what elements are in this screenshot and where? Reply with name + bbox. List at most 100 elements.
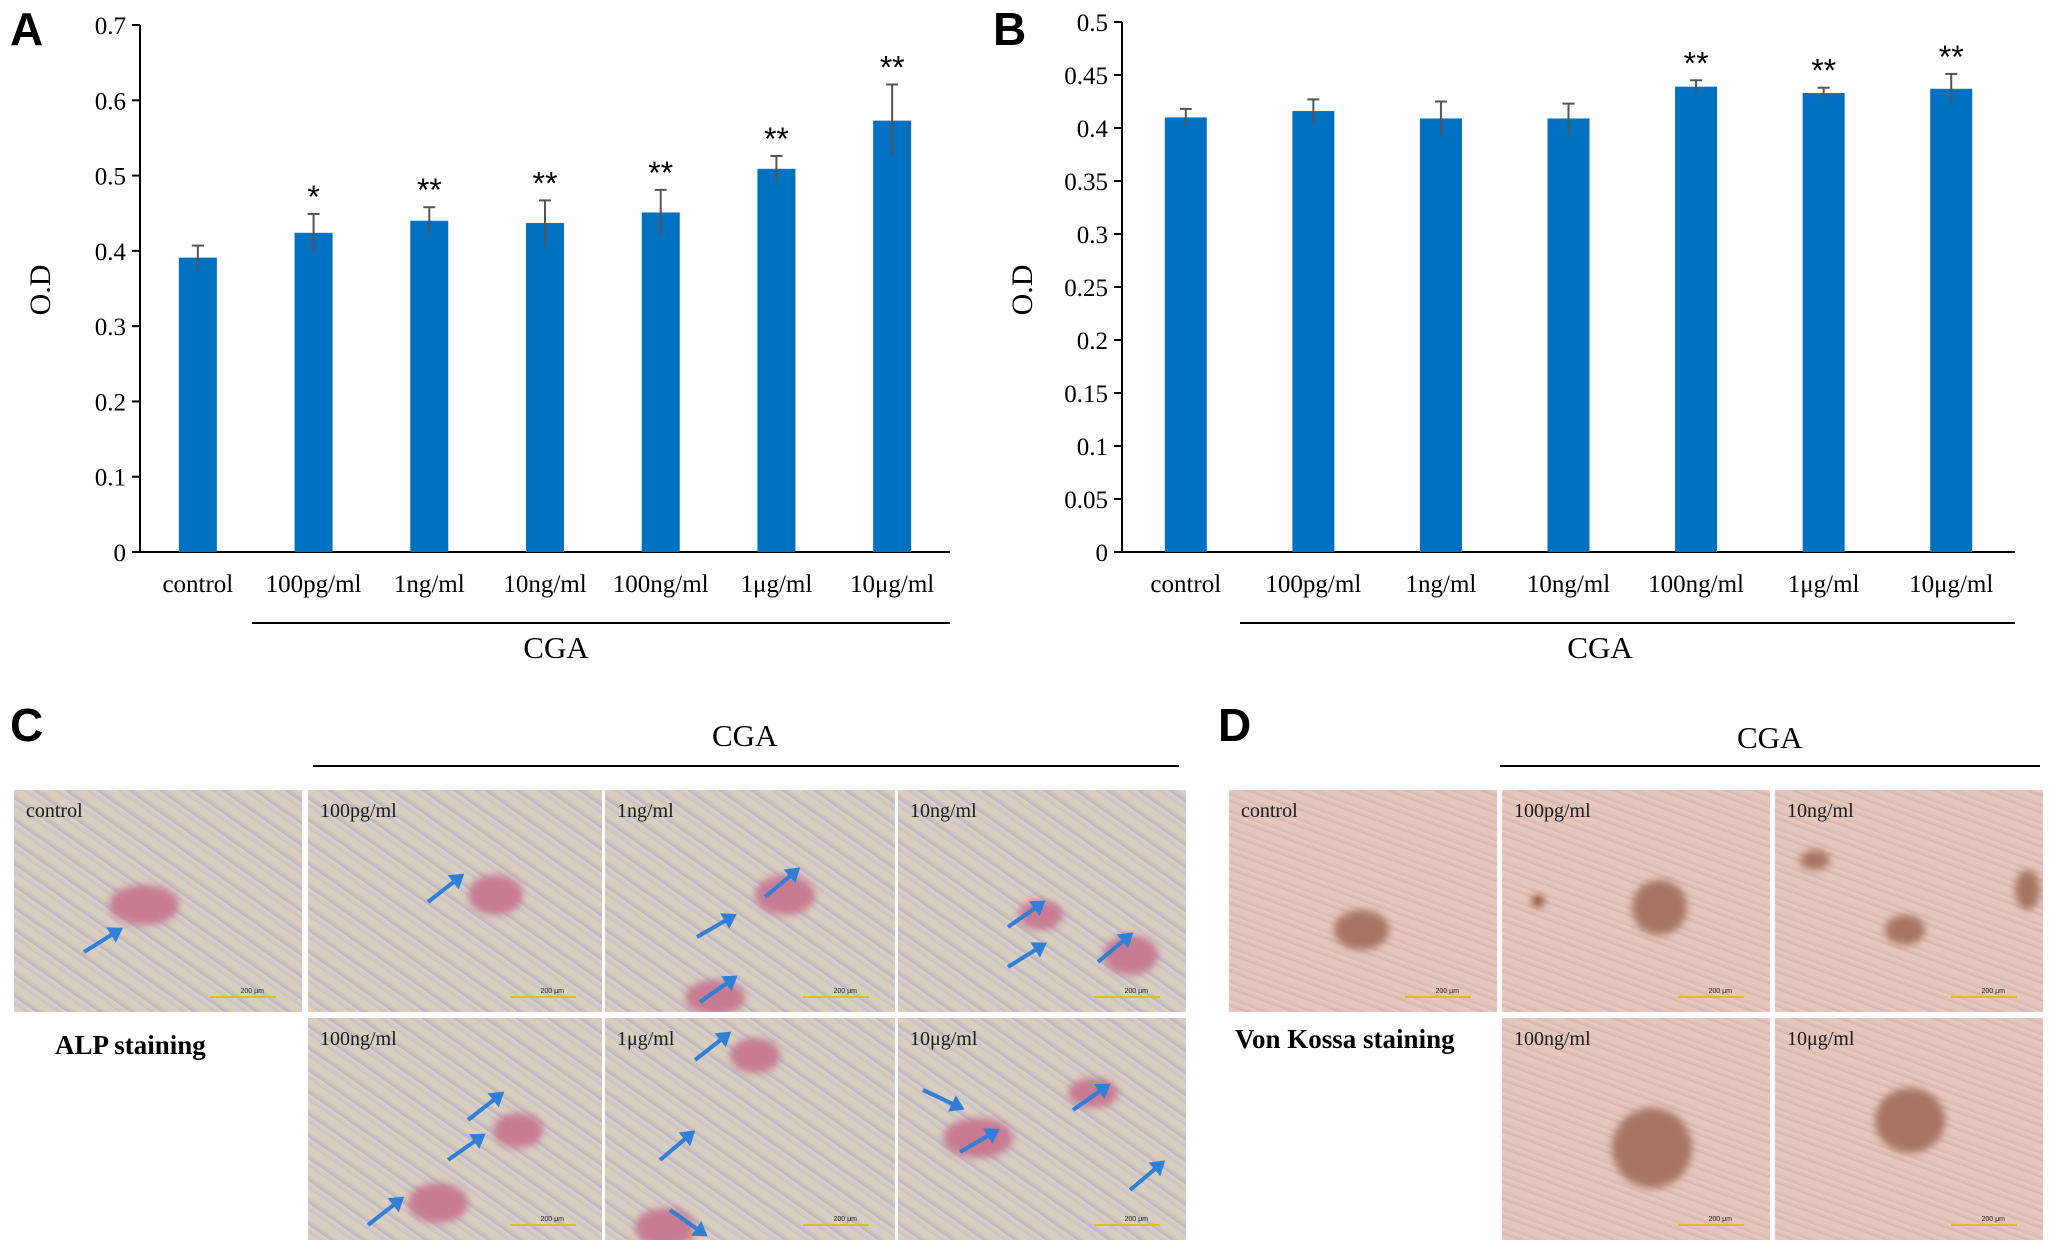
chart-a-category-label: 100ng/ml [613, 571, 709, 598]
stain-spot [1875, 1088, 1945, 1153]
micrograph-label: 100ng/ml [1514, 1028, 1591, 1050]
arrow-icon [658, 1132, 692, 1162]
chart-a-significance-label: ** [880, 49, 905, 85]
chart-b-ytick-label: 0.15 [1064, 381, 1108, 408]
micrograph-label: 100ng/ml [320, 1028, 397, 1050]
alp-stain-label: ALP staining [55, 1030, 206, 1060]
panel-letter-b: B [993, 3, 1027, 55]
scale-bar-label: 200 μm [1124, 988, 1149, 995]
scale-bar-label: 200 μm [833, 1216, 858, 1223]
stain-spot [1800, 850, 1830, 870]
micrograph-image: 10ng/ml 200 μm [1775, 790, 2043, 1012]
stain-spot [1532, 895, 1544, 907]
scale-bar [1951, 996, 2017, 998]
micrograph-image: 10μg/ml 200 μm [898, 1018, 1186, 1240]
micrograph-image: 100pg/ml 200 μm [308, 790, 602, 1012]
micrograph-image: 1μg/ml 200 μm [605, 1018, 895, 1240]
micrograph-label: 10ng/ml [1787, 800, 1854, 822]
scale-bar-label: 200 μm [240, 988, 265, 995]
chart-b-ytick-label: 0.1 [1077, 434, 1108, 461]
chart-a-bar [526, 223, 564, 552]
chart-b-bar [1419, 118, 1462, 553]
micrograph-label: 10ng/ml [910, 800, 977, 822]
stain-spot [1885, 915, 1925, 945]
scale-bar [803, 1224, 869, 1226]
chart-a-group-label: CGA [523, 630, 589, 665]
chart-a-category-label: 10μg/ml [850, 571, 934, 598]
micrograph-label: 100pg/ml [320, 800, 397, 822]
scale-bar-label: 200 μm [1435, 988, 1460, 995]
scale-bar-label: 200 μm [1981, 1216, 2006, 1223]
panel-letter-d: D [1218, 699, 1252, 751]
scale-bar [1951, 1224, 2017, 1226]
stain-spot [109, 885, 179, 925]
micrograph-image: 100ng/ml 200 μm [1502, 1018, 1770, 1240]
chart-b-ytick-label: 0.3 [1077, 222, 1108, 249]
scale-bar-label: 200 μm [540, 1216, 565, 1223]
scale-bar-label: 200 μm [1981, 988, 2006, 995]
chart-a-significance-label: ** [764, 121, 789, 157]
chart-a-category-label: control [162, 571, 233, 598]
arrow-icon [693, 1033, 728, 1062]
chart-a-ytick-label: 0.1 [95, 465, 126, 492]
scale-bar-label: 200 μm [540, 988, 565, 995]
chart-a-bar [873, 120, 912, 552]
chart-b-ytick-label: 0.4 [1077, 116, 1109, 143]
micrograph-label: 10μg/ml [1787, 1028, 1855, 1050]
micrograph-label: 1ng/ml [617, 800, 674, 822]
chart-a-ytick-label: 0.7 [95, 13, 126, 40]
chart-b-category-label: 100ng/ml [1648, 571, 1744, 598]
stain-spot [1632, 880, 1687, 935]
micrograph-label: control [1241, 800, 1298, 822]
chart-a-category-label: 1μg/ml [741, 571, 813, 598]
chart-a-ylabel: O.D [24, 265, 57, 316]
scale-bar [1678, 1224, 1744, 1226]
chart-b-ytick-label: 0.05 [1064, 487, 1108, 514]
chart-b-category-label: 100pg/ml [1265, 571, 1361, 598]
arrow-icon [1006, 944, 1043, 969]
chart-b-category-label: control [1150, 571, 1221, 598]
vk-stain-label: Von Kossa staining [1235, 1024, 1455, 1054]
chart-b-bar [1930, 88, 1973, 552]
arrow-icon [466, 1093, 501, 1122]
chart-b-group-label: CGA [1567, 630, 1633, 665]
arrow-icon [446, 1135, 482, 1162]
chart-b-ytick-label: 0.25 [1064, 275, 1108, 302]
chart-b-ytick-label: 0.45 [1064, 63, 1108, 90]
chart-b-significance-label: ** [1684, 45, 1709, 81]
alp-cga-label: CGA [712, 718, 778, 753]
arrow-icon [82, 929, 119, 954]
chart-a-ytick-label: 0.2 [95, 389, 126, 416]
arrow-icon [696, 915, 733, 939]
chart-b-bar [1547, 118, 1590, 553]
stain-spot [730, 1038, 780, 1073]
chart-b-bar [1802, 93, 1845, 553]
micrograph-image: 100pg/ml 200 μm [1502, 790, 1770, 1012]
panel-letter-c: C [10, 699, 44, 751]
micrograph-image: control 200 μm [14, 790, 302, 1012]
micrograph-image: 10ng/ml 200 μm [898, 790, 1186, 1012]
micrograph-label: 100pg/ml [1514, 800, 1591, 822]
scale-bar-label: 200 μm [833, 988, 858, 995]
scale-bar [510, 996, 576, 998]
chart-b-bar [1164, 117, 1207, 553]
vk-cga-label: CGA [1737, 720, 1803, 755]
stain-spot [468, 875, 523, 915]
micrograph-image: control 200 μm [1229, 790, 1497, 1012]
chart-b-category-label: 1ng/ml [1406, 571, 1477, 598]
chart-a-od-bar-chart: 0 0.1 0.2 0.3 0.4 0.5 0.6 0.7 O.D control * 100pg/m… [24, 13, 950, 665]
scale-bar-label: 200 μm [1708, 988, 1733, 995]
chart-b-ytick-label: 0.2 [1077, 328, 1108, 355]
stain-spot [2015, 870, 2040, 910]
chart-a-significance-label: * [307, 179, 319, 215]
chart-b-od-bar-chart: 0 0.05 0.1 0.15 0.2 0.25 0.3 0.35 0.4 0.45 0.5 O.D c… [1006, 10, 2015, 665]
chart-a-bar [178, 257, 217, 552]
scale-bar [1094, 1224, 1160, 1226]
scale-bar [1678, 996, 1744, 998]
chart-b-ylabel: O.D [1006, 265, 1039, 316]
micrograph-label: control [26, 800, 83, 822]
scale-bar [1405, 996, 1471, 998]
micrograph-label: 10μg/ml [910, 1028, 978, 1050]
chart-a-significance-label: ** [533, 165, 558, 201]
stain-spot [493, 1113, 543, 1148]
